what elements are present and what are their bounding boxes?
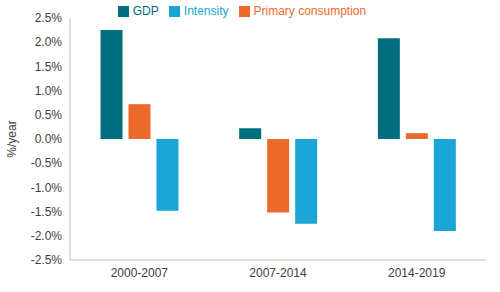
svg-text:-2.0%: -2.0% xyxy=(31,229,63,243)
svg-text:2007-2014: 2007-2014 xyxy=(249,266,307,280)
svg-text:-1.5%: -1.5% xyxy=(31,205,63,219)
html-text:Intensity: Intensity xyxy=(183,4,229,18)
html-text:Primary consumption: Primary consumption xyxy=(253,4,367,18)
svg-text:1.0%: 1.0% xyxy=(35,84,63,98)
svg-text:-1.0%: -1.0% xyxy=(31,181,63,195)
svg-text:-0.5%: -0.5% xyxy=(31,156,63,170)
svg-text:0.5%: 0.5% xyxy=(35,108,63,122)
svg-text:2000-2007: 2000-2007 xyxy=(111,266,169,280)
svg-text:%/year: %/year xyxy=(8,120,19,157)
svg-text:2.0%: 2.0% xyxy=(35,35,63,49)
svg-text:1.5%: 1.5% xyxy=(35,60,63,74)
svg-text:0.0%: 0.0% xyxy=(35,132,63,146)
html-text:GDP: GDP xyxy=(132,4,159,18)
svg-text:2014-2019: 2014-2019 xyxy=(388,266,446,280)
svg-text:2.5%: 2.5% xyxy=(35,11,63,25)
svg-text:-2.5%: -2.5% xyxy=(31,253,63,267)
